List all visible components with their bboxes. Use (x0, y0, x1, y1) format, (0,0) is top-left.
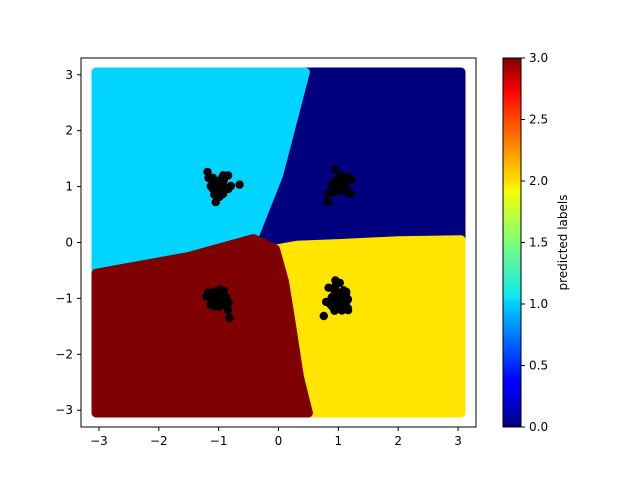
colorbar-tick-label: 2.0 (529, 174, 548, 188)
region-label-3 (91, 234, 313, 418)
data-point (219, 189, 228, 198)
y-tick-label: 0 (65, 236, 73, 250)
colorbar-tick-label: 3.0 (529, 51, 548, 65)
x-tick-label: 2 (394, 434, 402, 448)
data-point (211, 198, 220, 207)
y-tick-label: 1 (65, 180, 73, 194)
colorbar-tick-label: 1.5 (529, 236, 548, 250)
x-tick-label: −3 (90, 434, 108, 448)
y-tick-label: −2 (55, 347, 73, 361)
colorbar-tick-label: 2.5 (529, 113, 548, 127)
x-tick-label: −1 (210, 434, 228, 448)
data-point (235, 180, 244, 189)
colorbar-tick-label: 1.0 (529, 297, 548, 311)
data-point (323, 198, 332, 207)
x-axis-ticks: −3 −2 −1 0 1 2 3 (90, 427, 462, 448)
data-point (217, 295, 226, 305)
plot-area (91, 67, 466, 418)
x-tick-label: 3 (454, 434, 462, 448)
y-tick-label: 3 (65, 68, 73, 82)
x-tick-label: −2 (150, 434, 168, 448)
data-point (346, 189, 355, 199)
x-tick-label: 1 (335, 434, 343, 448)
colorbar-gradient (502, 57, 522, 428)
decision-regions (91, 67, 466, 418)
colorbar-label: predicted labels (556, 194, 570, 290)
data-point (338, 293, 347, 303)
y-axis-ticks: −3 −2 −1 0 1 2 3 (55, 68, 81, 417)
data-point (328, 296, 337, 305)
colorbar-ticks: 0.0 0.5 1.0 1.5 2.0 2.5 3.0 (521, 51, 548, 434)
data-point (343, 306, 353, 315)
data-point (336, 302, 346, 311)
y-tick-label: −1 (55, 291, 73, 305)
data-point (336, 179, 345, 188)
colorbar-tick-label: 0.5 (529, 359, 548, 373)
data-point (210, 190, 219, 199)
colorbar-tick-label: 0.0 (529, 420, 548, 434)
data-point (319, 311, 328, 321)
data-point (339, 286, 348, 295)
data-point (331, 276, 340, 285)
y-tick-label: −3 (55, 403, 73, 417)
colorbar: 0.0 0.5 1.0 1.5 2.0 2.5 3.0 predicted labels (502, 51, 570, 434)
y-tick-label: 2 (65, 124, 73, 138)
data-point (223, 306, 233, 315)
data-point (324, 283, 333, 292)
data-point (344, 173, 353, 182)
data-points (202, 165, 356, 323)
data-point (210, 288, 219, 297)
x-tick-label: 0 (275, 434, 283, 448)
data-point (331, 165, 340, 175)
data-point (208, 180, 217, 190)
data-point (225, 313, 234, 323)
data-point (203, 167, 212, 177)
data-point (217, 173, 227, 183)
